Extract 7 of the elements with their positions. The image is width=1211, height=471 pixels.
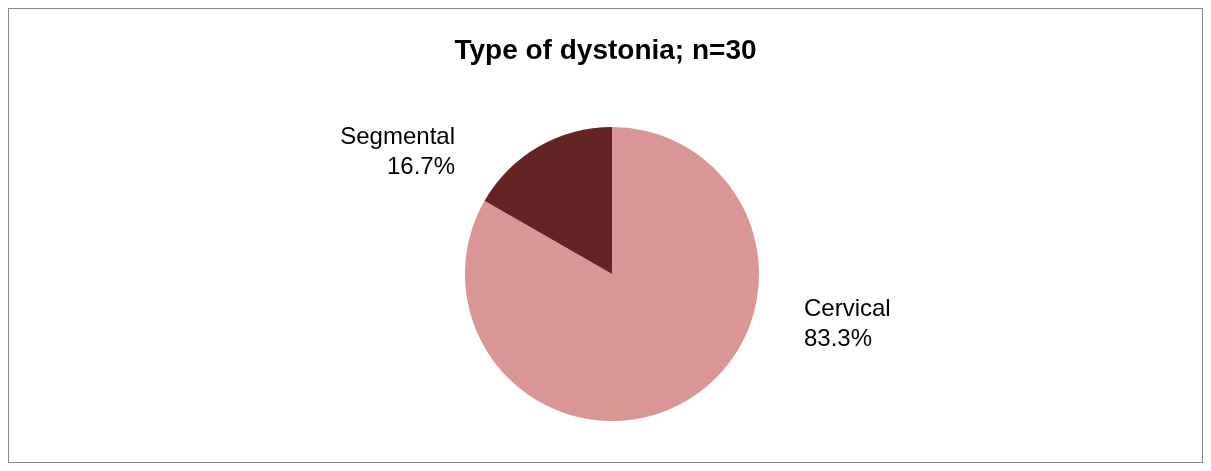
- data-label: 83.3%: [804, 323, 873, 351]
- pie-slice: [484, 127, 612, 274]
- slice-label: Segmental: [340, 122, 455, 150]
- slice-label: Cervical: [804, 293, 891, 321]
- chart-title: Type of dystonia; n=30: [454, 34, 757, 65]
- pie-slice: [465, 127, 759, 421]
- data-label: 16.7%: [386, 152, 455, 180]
